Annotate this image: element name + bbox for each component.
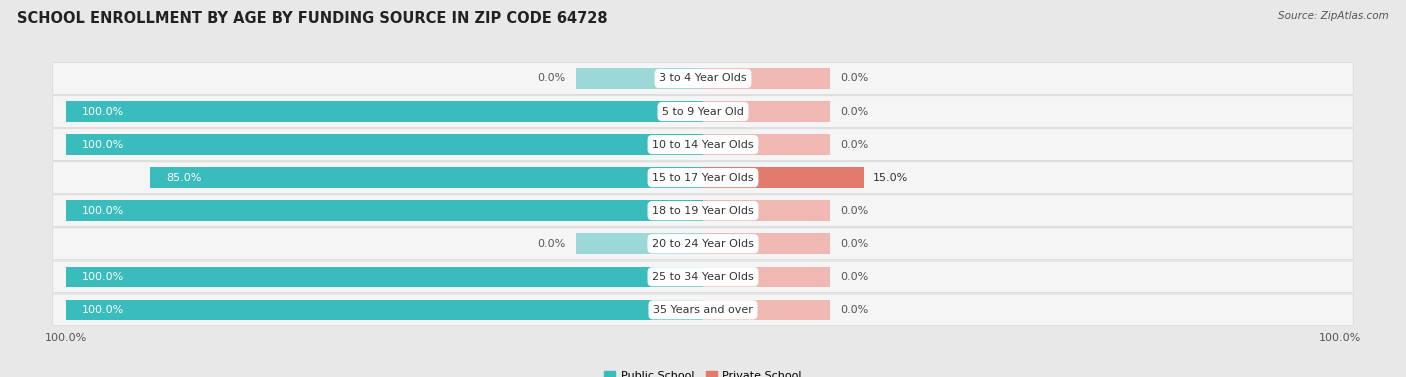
Text: 100.0%: 100.0% (82, 305, 124, 315)
Text: 0.0%: 0.0% (537, 239, 567, 249)
Bar (703, 68, 831, 89)
Text: 85.0%: 85.0% (166, 173, 201, 182)
Text: SCHOOL ENROLLMENT BY AGE BY FUNDING SOURCE IN ZIP CODE 64728: SCHOOL ENROLLMENT BY AGE BY FUNDING SOUR… (17, 11, 607, 26)
Bar (66, 134, 703, 155)
Bar (703, 233, 831, 254)
FancyBboxPatch shape (53, 195, 1353, 226)
Text: 0.0%: 0.0% (839, 272, 869, 282)
Text: 100.0%: 100.0% (82, 272, 124, 282)
Text: 100.0%: 100.0% (82, 107, 124, 116)
Text: 0.0%: 0.0% (537, 74, 567, 83)
Text: 18 to 19 Year Olds: 18 to 19 Year Olds (652, 206, 754, 216)
FancyBboxPatch shape (53, 63, 1353, 94)
Bar (703, 201, 831, 221)
FancyBboxPatch shape (53, 228, 1353, 259)
Text: 10 to 14 Year Olds: 10 to 14 Year Olds (652, 139, 754, 150)
Bar (703, 134, 831, 155)
Text: 100.0%: 100.0% (82, 206, 124, 216)
Text: 0.0%: 0.0% (839, 305, 869, 315)
Bar (575, 233, 703, 254)
Text: 15 to 17 Year Olds: 15 to 17 Year Olds (652, 173, 754, 182)
Bar (703, 267, 831, 287)
Legend: Public School, Private School: Public School, Private School (605, 371, 801, 377)
Bar (66, 267, 703, 287)
Text: Source: ZipAtlas.com: Source: ZipAtlas.com (1278, 11, 1389, 21)
FancyBboxPatch shape (53, 261, 1353, 293)
Bar (575, 68, 703, 89)
Text: 5 to 9 Year Old: 5 to 9 Year Old (662, 107, 744, 116)
Text: 3 to 4 Year Olds: 3 to 4 Year Olds (659, 74, 747, 83)
Text: 15.0%: 15.0% (873, 173, 908, 182)
Text: 25 to 34 Year Olds: 25 to 34 Year Olds (652, 272, 754, 282)
Text: 35 Years and over: 35 Years and over (652, 305, 754, 315)
Text: 0.0%: 0.0% (839, 74, 869, 83)
Bar (66, 201, 703, 221)
Text: 0.0%: 0.0% (839, 139, 869, 150)
Bar (703, 167, 863, 188)
Text: 100.0%: 100.0% (82, 139, 124, 150)
Text: 0.0%: 0.0% (839, 239, 869, 249)
Bar (66, 101, 703, 122)
Text: 0.0%: 0.0% (839, 206, 869, 216)
Bar (66, 300, 703, 320)
FancyBboxPatch shape (53, 129, 1353, 160)
Text: 0.0%: 0.0% (839, 107, 869, 116)
Text: 20 to 24 Year Olds: 20 to 24 Year Olds (652, 239, 754, 249)
Bar (150, 167, 703, 188)
Bar (703, 101, 831, 122)
FancyBboxPatch shape (53, 96, 1353, 127)
Bar (703, 300, 831, 320)
FancyBboxPatch shape (53, 162, 1353, 193)
FancyBboxPatch shape (53, 294, 1353, 325)
